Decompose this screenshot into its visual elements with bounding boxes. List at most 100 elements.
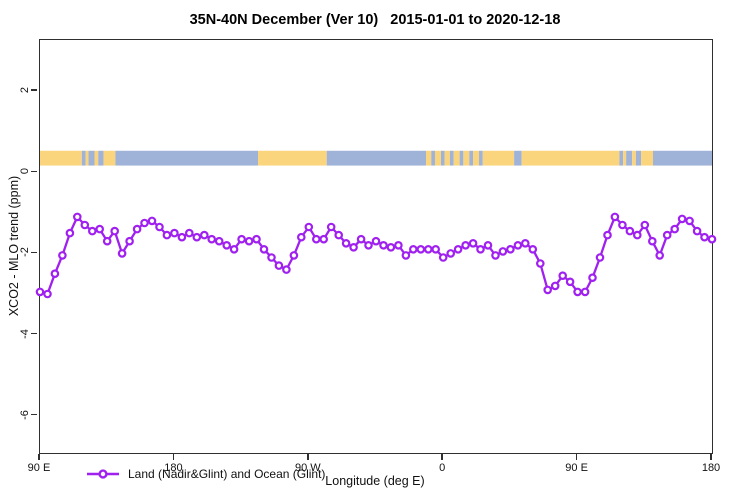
map-strip-ocean-segment [449, 150, 454, 166]
data-point [558, 271, 568, 281]
map-strip-ocean-segment [626, 150, 633, 166]
data-point [700, 232, 709, 242]
map-strip-land-segment [623, 150, 627, 166]
data-point [483, 241, 493, 250]
data-point [296, 232, 306, 242]
map-strip-land-segment [473, 150, 480, 166]
data-point [632, 230, 642, 240]
x-tick-label: 90 E [27, 462, 51, 474]
map-strip-ocean-segment [653, 150, 712, 166]
data-point [110, 226, 120, 236]
plot-svg [35, 150, 717, 299]
data-point [438, 253, 448, 262]
y-axis-label: XCO2 - MLO trend (ppm) [7, 175, 21, 317]
map-strip-land-segment [521, 150, 620, 166]
map-strip-land-segment [641, 150, 654, 166]
data-point [170, 228, 179, 238]
data-point [468, 239, 478, 248]
data-point [65, 228, 75, 238]
data-point [364, 241, 373, 250]
data-point [289, 251, 299, 260]
data-point [431, 245, 441, 254]
data-point [625, 226, 635, 236]
map-strip-ocean-segment [431, 150, 435, 166]
y-tick-label: 0 [19, 168, 31, 175]
data-point [461, 241, 470, 250]
data-point [550, 281, 560, 291]
map-strip-land-segment [94, 150, 99, 166]
data-point [610, 212, 620, 222]
map-strip-ocean-segment [98, 150, 104, 166]
data-point [132, 224, 142, 234]
data-point [311, 234, 321, 244]
x-tick-label: 180 [164, 462, 183, 474]
data-point [102, 236, 112, 246]
map-strip-land-segment [434, 150, 441, 166]
data-point [304, 222, 314, 232]
data-point [416, 245, 426, 254]
y-tick-mark [31, 413, 37, 416]
x-tick-label: 0 [439, 462, 446, 474]
data-point [326, 222, 336, 232]
map-strip-ocean-segment [619, 150, 624, 166]
data-point [319, 234, 329, 244]
legend-marker-icon [87, 469, 119, 479]
data-point [588, 273, 597, 283]
y-tick-mark [31, 251, 37, 254]
data-point [640, 220, 650, 230]
data-point [386, 243, 396, 252]
data-point [229, 245, 239, 254]
map-strip-ocean-segment [514, 150, 522, 166]
x-tick-mark [38, 454, 40, 460]
map-strip-land-segment [632, 150, 636, 166]
data-point [267, 253, 276, 262]
y-tick-label: -4 [19, 328, 31, 339]
data-point [207, 234, 217, 244]
x-tick-label: 180 [701, 462, 721, 474]
x-axis-label: Longitude (deg E) [325, 474, 425, 488]
x-tick-label: 90 W [294, 462, 321, 474]
legend-label: Land (Nadir&Glint) and Ocean (Glint) [128, 467, 326, 481]
map-strip-ocean-segment [469, 150, 474, 166]
data-point [707, 234, 717, 244]
legend: Land (Nadir&Glint) and Ocean (Glint) [86, 467, 325, 481]
data-point [259, 245, 269, 254]
data-point [80, 220, 90, 230]
y-tick-mark [31, 170, 37, 172]
chart-title: 35N-40N December (Ver 10) 2015-01-01 to … [189, 12, 561, 28]
x-tick-mark [441, 454, 443, 460]
data-point [677, 214, 687, 224]
data-point [177, 232, 187, 242]
map-strip-ocean-segment [115, 150, 259, 166]
y-tick-label: -6 [19, 409, 31, 420]
map-strip-land-segment [40, 150, 82, 166]
x-tick-mark [575, 454, 578, 460]
data-point [670, 224, 680, 234]
map-strip-ocean-segment [459, 150, 464, 166]
data-point [125, 236, 134, 246]
map-strip-land-segment [103, 150, 116, 166]
legend-circle-icon [98, 469, 108, 479]
y-tick-label: -2 [19, 247, 31, 258]
data-point [498, 247, 508, 256]
data-point [252, 234, 261, 244]
data-point [58, 251, 67, 260]
data-point [244, 236, 254, 246]
data-point [580, 287, 590, 297]
map-strip-land-segment [482, 150, 515, 166]
map-strip-land-segment [444, 150, 450, 166]
data-point [618, 220, 627, 230]
data-point [371, 236, 381, 246]
data-point [453, 245, 463, 254]
data-point [192, 232, 202, 242]
map-strip-land-segment [453, 150, 460, 166]
data-point [535, 259, 545, 268]
data-point [692, 226, 702, 236]
data-point [274, 261, 284, 270]
x-tick-mark [307, 454, 309, 460]
data-point [423, 245, 433, 254]
map-strip-land-segment [85, 150, 89, 166]
data-point [513, 241, 523, 250]
data-point [43, 289, 52, 299]
data-point [117, 249, 127, 258]
